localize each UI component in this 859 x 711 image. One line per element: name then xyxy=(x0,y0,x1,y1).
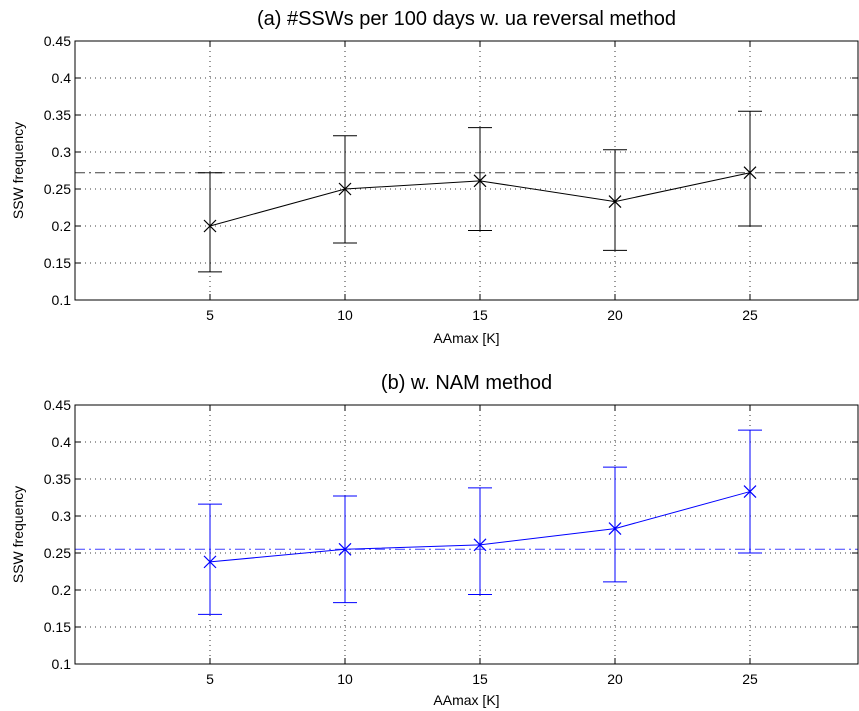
data-point-stroke-b xyxy=(473,538,487,552)
y-tick-label: 0.1 xyxy=(52,292,72,308)
axes-frame xyxy=(74,40,859,301)
y-axis-label: SSW frequency xyxy=(10,486,26,583)
data-point-stroke-b xyxy=(203,219,217,233)
y-tick-label: 0.2 xyxy=(52,218,72,234)
error-bar xyxy=(468,487,492,595)
data-point xyxy=(608,522,622,536)
x-tick-label: 15 xyxy=(472,671,488,687)
data-point xyxy=(608,195,622,209)
error-bar xyxy=(468,127,492,231)
x-tick-label: 20 xyxy=(607,671,623,687)
y-tick-label: 0.15 xyxy=(44,619,71,635)
plot-area xyxy=(75,41,858,300)
x-tick-label: 25 xyxy=(742,671,758,687)
data-point-stroke-b xyxy=(608,195,622,209)
x-tick-label: 10 xyxy=(337,671,353,687)
y-tick-label: 0.35 xyxy=(44,107,71,123)
data-point xyxy=(338,542,352,556)
x-tick-label: 5 xyxy=(206,307,214,323)
data-point-stroke-b xyxy=(608,522,622,536)
y-tick-label: 0.25 xyxy=(44,545,71,561)
data-point-stroke-b xyxy=(743,485,757,499)
y-tick-label: 0.35 xyxy=(44,471,71,487)
data-point xyxy=(203,219,217,233)
data-point-stroke-b xyxy=(338,182,352,196)
data-point xyxy=(473,174,487,188)
y-tick-label: 0.2 xyxy=(52,582,72,598)
error-bar xyxy=(603,149,627,251)
x-tick-label: 5 xyxy=(206,671,214,687)
y-tick-label: 0.15 xyxy=(44,255,71,271)
y-tick-label: 0.45 xyxy=(44,33,71,49)
y-tick-label: 0.3 xyxy=(52,144,72,160)
data-point xyxy=(203,555,217,569)
axes-frame xyxy=(74,404,859,665)
y-axis-label: SSW frequency xyxy=(10,122,26,219)
chart-title: (a) #SSWs per 100 days w. ua reversal me… xyxy=(257,8,676,30)
y-tick-label: 0.45 xyxy=(44,397,71,413)
data-point xyxy=(743,485,757,499)
x-tick-label: 15 xyxy=(472,307,488,323)
data-point-stroke-b xyxy=(338,542,352,556)
panel-b: 0.1 0.15 0.2 0.25 0.3 0.35 0.4 0.45 5 10 15 20 25 (b)… xyxy=(10,372,859,708)
y-tick-label: 0.4 xyxy=(52,434,72,450)
plot-area xyxy=(75,405,858,664)
panel-a: 0.1 0.15 0.2 0.25 0.3 0.35 0.4 0.45 5 10 15 20 25 (a)… xyxy=(10,8,859,346)
y-tick-label: 0.3 xyxy=(52,508,72,524)
y-tick-label: 0.25 xyxy=(44,181,71,197)
x-tick-label: 25 xyxy=(742,307,758,323)
x-tick-label: 20 xyxy=(607,307,623,323)
error-bar xyxy=(198,503,222,615)
x-tick-label: 10 xyxy=(337,307,353,323)
y-tick-label: 0.1 xyxy=(52,656,72,672)
data-point xyxy=(473,538,487,552)
y-tick-label: 0.4 xyxy=(52,70,72,86)
data-point xyxy=(338,182,352,196)
data-point-stroke-b xyxy=(473,174,487,188)
data-point xyxy=(743,166,757,180)
data-point-stroke-b xyxy=(203,555,217,569)
error-bar xyxy=(603,466,627,583)
data-point-stroke-b xyxy=(743,166,757,180)
error-bar xyxy=(198,172,222,273)
error-bar xyxy=(738,110,762,227)
chart-title: (b) w. NAM method xyxy=(381,372,552,394)
x-axis-label: AAmax [K] xyxy=(433,692,499,708)
x-axis-label: AAmax [K] xyxy=(433,330,499,346)
